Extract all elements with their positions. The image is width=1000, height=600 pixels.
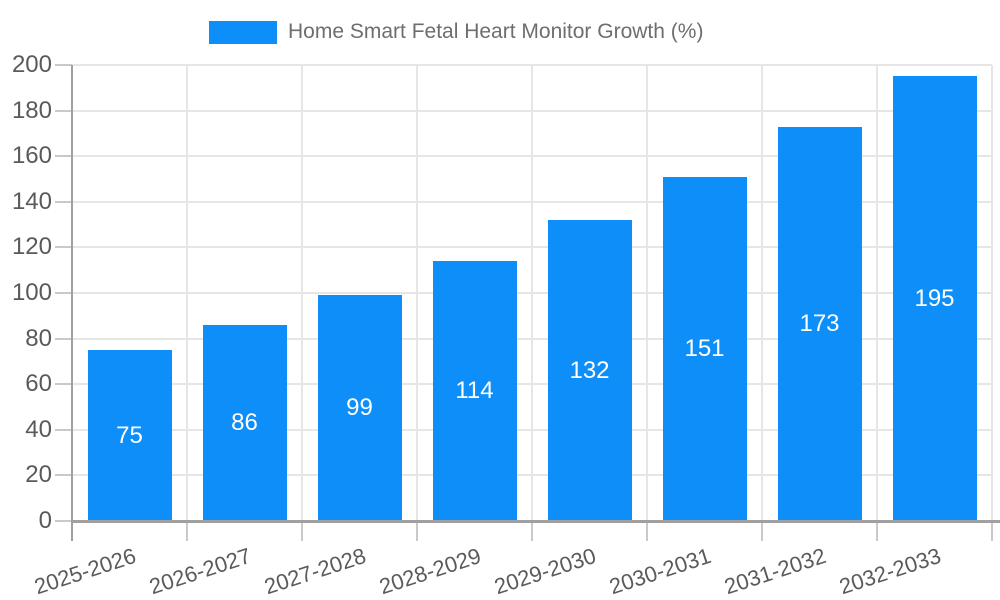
x-tick-mark	[301, 521, 303, 541]
x-tick-label: 2028-2029	[376, 543, 485, 600]
bar: 173	[777, 126, 862, 521]
y-tick-mark	[55, 428, 72, 431]
bar-value-label: 173	[799, 309, 840, 337]
x-tick-label: 2026-2027	[146, 543, 255, 600]
bar: 132	[547, 220, 632, 521]
bar-value-label: 151	[684, 334, 725, 362]
bar-value-label: 114	[455, 377, 494, 405]
x-axis-line	[71, 520, 1000, 523]
x-tick-label: 2025-2026	[31, 543, 140, 600]
bar-value-label: 195	[914, 284, 955, 312]
x-tick-label: 2029-2030	[491, 543, 600, 600]
y-tick-mark	[55, 64, 72, 66]
y-tick-label: 120	[11, 233, 52, 261]
legend-swatch	[209, 20, 277, 44]
v-gridline	[761, 65, 763, 521]
bar: 99	[317, 295, 402, 521]
x-tick-label: 2027-2028	[261, 543, 370, 600]
y-tick-label: 140	[11, 187, 52, 215]
y-tick-mark	[55, 246, 72, 249]
x-tick-label: 2030-2031	[606, 543, 715, 600]
x-tick-mark	[531, 521, 533, 541]
bar: 151	[662, 176, 747, 521]
bar-value-label: 132	[569, 356, 610, 384]
y-tick-mark	[55, 109, 72, 112]
y-tick-label: 200	[11, 51, 52, 78]
x-tick-mark	[186, 521, 188, 541]
v-gridline	[876, 65, 878, 521]
bar-value-label: 86	[231, 408, 258, 436]
y-tick-label: 0	[38, 507, 52, 534]
y-tick-label: 20	[25, 461, 52, 489]
y-tick-label: 60	[25, 370, 52, 398]
legend: Home Smart Fetal Heart Monitor Growth (%…	[209, 20, 703, 44]
y-tick-label: 160	[11, 142, 52, 170]
y-tick-label: 80	[25, 324, 52, 352]
x-tick-mark	[876, 521, 878, 541]
x-tick-mark	[416, 521, 418, 541]
y-tick-label: 100	[11, 279, 52, 306]
bar: 75	[87, 350, 172, 521]
y-tick-label: 40	[25, 415, 52, 443]
y-tick-mark	[55, 383, 72, 386]
v-gridline	[301, 65, 303, 521]
x-tick-label: 2031-2032	[721, 543, 830, 600]
y-tick-label: 180	[11, 96, 52, 124]
bar-value-label: 99	[346, 394, 373, 422]
bar-value-label: 75	[116, 421, 143, 449]
x-tick-mark	[991, 521, 993, 541]
v-gridline	[416, 65, 418, 521]
bar: 86	[202, 324, 287, 521]
x-tick-mark	[646, 521, 648, 541]
y-tick-mark	[55, 520, 72, 522]
x-tick-mark	[761, 521, 763, 541]
v-gridline	[531, 65, 533, 521]
v-gridline	[646, 65, 648, 521]
v-gridline	[186, 65, 188, 521]
bar: 114	[432, 261, 517, 521]
y-tick-mark	[55, 474, 72, 477]
y-axis-line	[71, 65, 73, 541]
y-tick-mark	[55, 292, 72, 294]
x-tick-label: 2032-2033	[836, 543, 945, 600]
legend-label: Home Smart Fetal Heart Monitor Growth (%…	[288, 20, 704, 43]
y-tick-mark	[55, 200, 72, 203]
bar: 195	[892, 76, 977, 521]
y-tick-mark	[55, 155, 72, 158]
v-gridline	[991, 65, 993, 521]
y-tick-mark	[55, 337, 72, 340]
